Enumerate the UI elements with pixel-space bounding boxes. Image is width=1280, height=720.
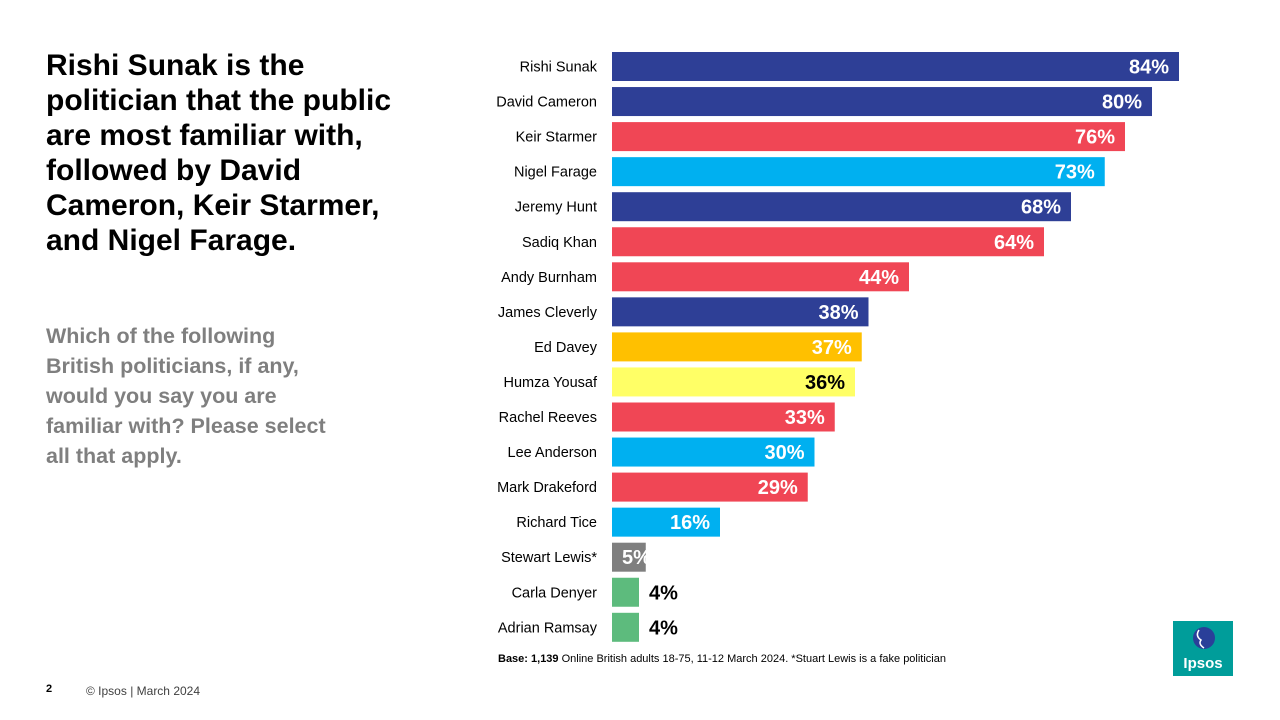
value-label: 84% xyxy=(1129,57,1169,79)
category-label: Humza Yousaf xyxy=(503,375,597,391)
value-label: 73% xyxy=(1055,162,1095,184)
value-label: 37% xyxy=(812,337,852,359)
category-label: Richard Tice xyxy=(516,515,597,531)
base-label: Base: 1,139 xyxy=(498,653,559,665)
ipsos-logo: Ipsos xyxy=(1173,621,1233,676)
base-text: Online British adults 18-75, 11-12 March… xyxy=(558,653,946,665)
value-label: 36% xyxy=(805,372,845,394)
bar xyxy=(612,157,1105,187)
bar xyxy=(612,332,862,362)
headline: Rishi Sunak is the politician that the p… xyxy=(46,49,391,257)
bar xyxy=(612,192,1071,222)
value-label: 44% xyxy=(859,267,899,289)
category-label: Carla Denyer xyxy=(512,585,598,601)
bar xyxy=(612,262,909,292)
page-number: 2 xyxy=(46,683,53,695)
value-label: 16% xyxy=(670,512,710,534)
bar xyxy=(612,472,808,502)
logo-head-icon xyxy=(1193,627,1215,649)
value-label: 33% xyxy=(785,407,825,429)
bar xyxy=(612,227,1044,257)
category-label: Nigel Farage xyxy=(514,165,597,181)
value-label: 4% xyxy=(649,617,678,639)
category-label: David Cameron xyxy=(496,95,597,111)
value-label: 38% xyxy=(818,302,858,324)
bar xyxy=(612,122,1125,152)
bar xyxy=(612,52,1179,81)
bar xyxy=(612,437,815,467)
value-label: 29% xyxy=(758,477,798,499)
category-label: Rachel Reeves xyxy=(499,410,597,426)
category-label: Mark Drakeford xyxy=(497,480,597,496)
category-label: Adrian Ramsay xyxy=(498,620,598,636)
bar xyxy=(612,87,1152,117)
value-label: 5% xyxy=(622,547,651,569)
bar xyxy=(612,367,855,397)
category-label: Andy Burnham xyxy=(501,270,597,286)
value-label: 76% xyxy=(1075,127,1115,149)
category-label: Stewart Lewis* xyxy=(501,550,597,566)
value-label: 64% xyxy=(994,232,1034,254)
category-label: Rishi Sunak xyxy=(520,60,598,76)
value-label: 80% xyxy=(1102,92,1142,114)
base-note: Base: 1,139 Online British adults 18-75,… xyxy=(498,653,946,665)
category-label: Keir Starmer xyxy=(516,130,598,146)
value-label: 4% xyxy=(649,582,678,604)
bar xyxy=(612,577,639,607)
copyright: © Ipsos | March 2024 xyxy=(86,684,201,698)
category-label: Ed Davey xyxy=(534,340,598,356)
category-label: Lee Anderson xyxy=(508,445,598,461)
value-label: 68% xyxy=(1021,197,1061,219)
value-label: 30% xyxy=(764,442,804,464)
category-label: Sadiq Khan xyxy=(522,235,597,251)
bar xyxy=(612,402,835,432)
category-label: James Cleverly xyxy=(498,305,598,321)
bar xyxy=(612,612,639,642)
logo-text: Ipsos xyxy=(1183,655,1222,672)
bar xyxy=(612,542,646,572)
bar xyxy=(612,297,869,327)
survey-question: Which of the following British politicia… xyxy=(46,324,326,468)
category-label: Jeremy Hunt xyxy=(515,200,597,216)
bar xyxy=(612,507,720,537)
